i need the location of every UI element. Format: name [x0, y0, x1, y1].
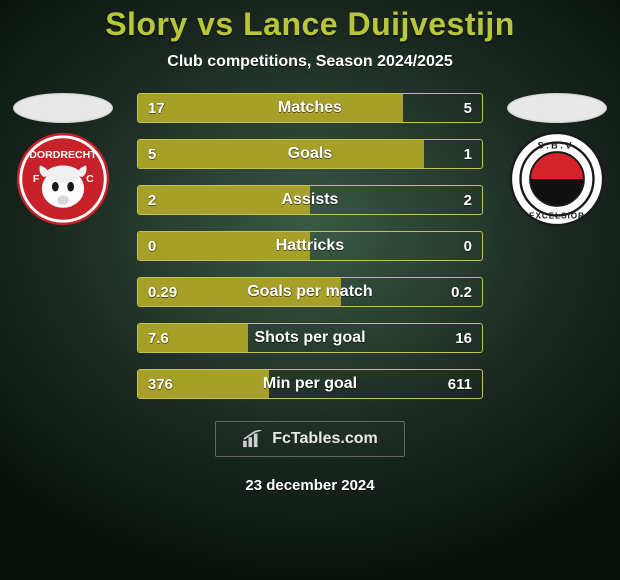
- stat-row-assists: 2 Assists 2: [137, 185, 483, 215]
- stat-row-goals: 5 Goals 1: [137, 139, 483, 169]
- watermark-text: FcTables.com: [272, 430, 378, 448]
- comparison-section: DORDRECHT F C 17 Matches: [0, 93, 620, 399]
- stat-bars: 17 Matches 5 5 Goals 1 2 Assists 2 0 Hat…: [137, 93, 483, 399]
- club-left-column: DORDRECHT F C: [13, 93, 133, 227]
- stat-label: Goals per match: [138, 278, 482, 306]
- stat-row-shots-per-goal: 7.6 Shots per goal 16: [137, 323, 483, 353]
- player-shadow-left: [13, 93, 113, 123]
- stat-row-matches: 17 Matches 5: [137, 93, 483, 123]
- stat-right-value: 1: [464, 140, 472, 168]
- stat-label: Shots per goal: [138, 324, 482, 352]
- stat-label: Min per goal: [138, 370, 482, 398]
- stat-right-value: 16: [455, 324, 472, 352]
- stat-right-value: 0.2: [451, 278, 472, 306]
- stat-right-value: 5: [464, 94, 472, 122]
- stat-right-value: 0: [464, 232, 472, 260]
- date-text: 23 december 2024: [245, 477, 374, 494]
- stat-right-value: 2: [464, 186, 472, 214]
- player-shadow-right: [507, 93, 607, 123]
- excelsior-crest-icon: S . B . V . EXCELSIOR: [509, 131, 605, 227]
- svg-text:F: F: [33, 173, 40, 185]
- stat-right-value: 611: [448, 370, 472, 398]
- club-badge-right: S . B . V . EXCELSIOR: [509, 131, 605, 227]
- stat-row-goals-per-match: 0.29 Goals per match 0.2: [137, 277, 483, 307]
- svg-text:S . B . V .: S . B . V .: [538, 140, 577, 150]
- club-right-column: S . B . V . EXCELSIOR: [487, 93, 607, 227]
- stat-label: Assists: [138, 186, 482, 214]
- svg-text:C: C: [86, 173, 94, 185]
- subtitle: Club competitions, Season 2024/2025: [167, 53, 452, 71]
- svg-text:DORDRECHT: DORDRECHT: [29, 149, 97, 161]
- stat-row-min-per-goal: 376 Min per goal 611: [137, 369, 483, 399]
- stat-label: Matches: [138, 94, 482, 122]
- page-title: Slory vs Lance Duijvestijn: [105, 6, 515, 43]
- svg-text:EXCELSIOR: EXCELSIOR: [529, 211, 585, 220]
- stat-row-hattricks: 0 Hattricks 0: [137, 231, 483, 261]
- dordrecht-crest-icon: DORDRECHT F C: [15, 131, 111, 227]
- watermark-badge: FcTables.com: [215, 421, 405, 457]
- club-badge-left: DORDRECHT F C: [15, 131, 111, 227]
- stat-label: Goals: [138, 140, 482, 168]
- stat-label: Hattricks: [138, 232, 482, 260]
- fctables-logo-icon: [242, 430, 264, 448]
- content-root: Slory vs Lance Duijvestijn Club competit…: [0, 0, 620, 580]
